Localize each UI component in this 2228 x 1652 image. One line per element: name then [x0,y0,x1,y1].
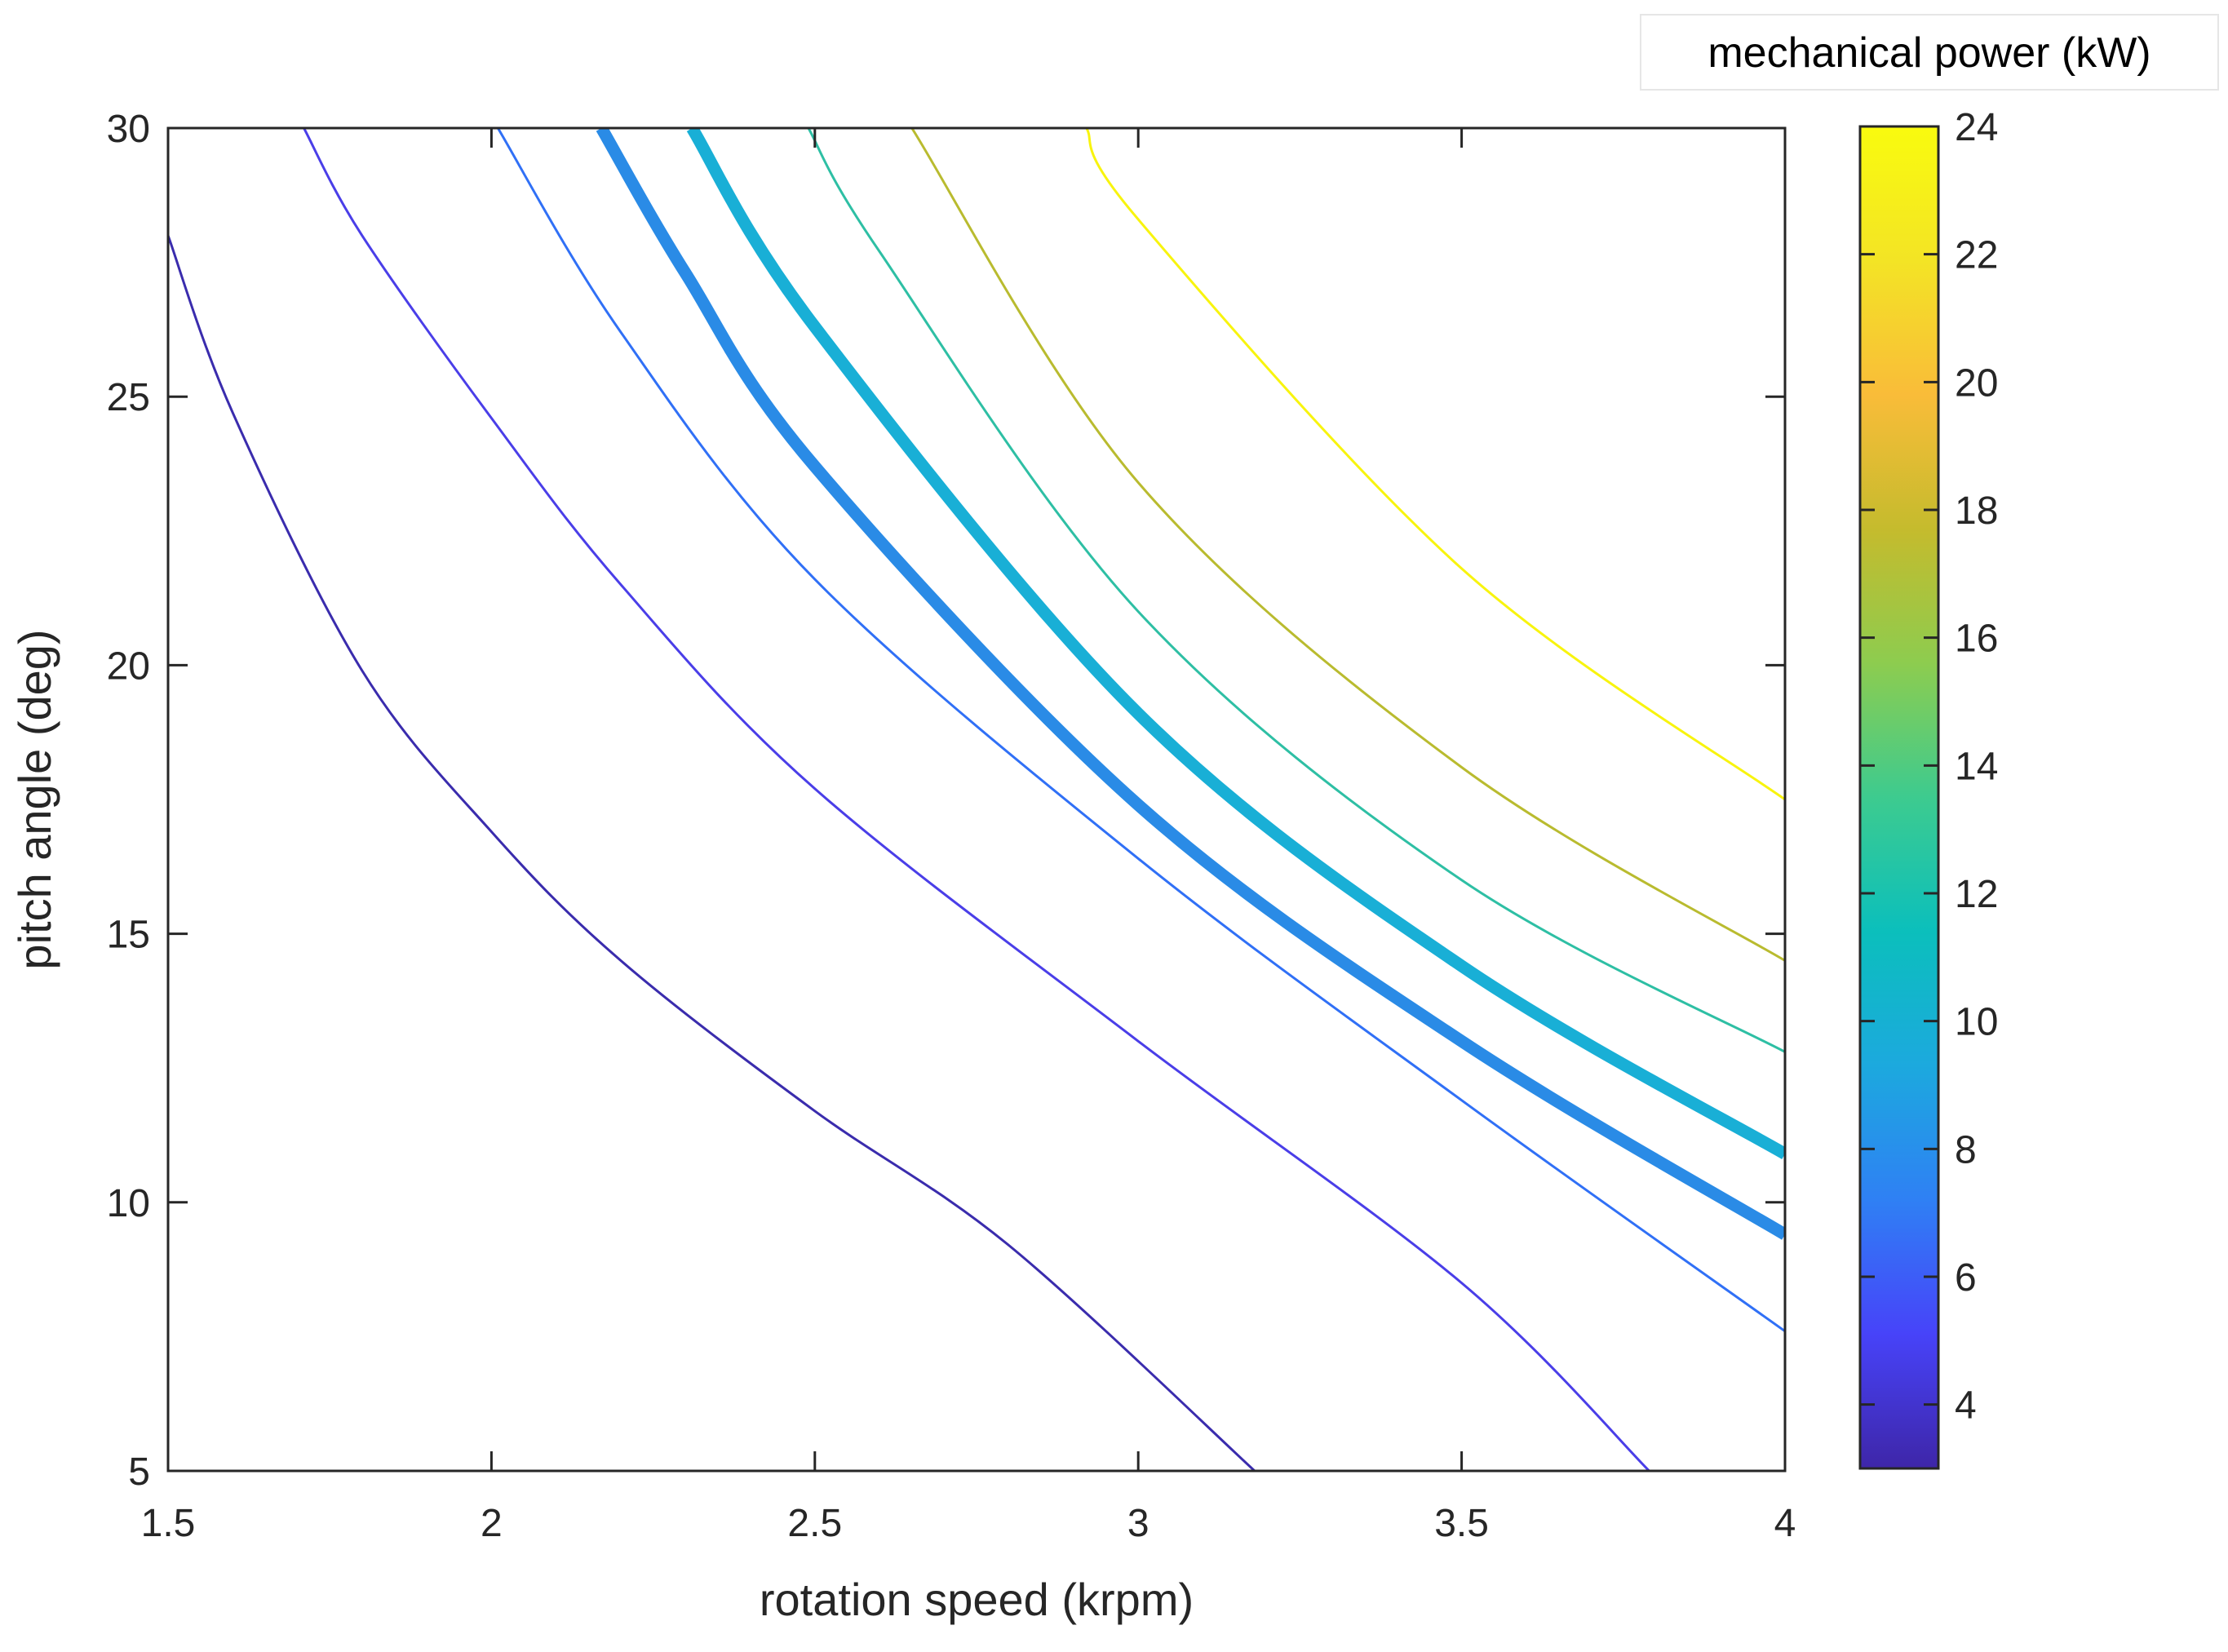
colorbar-tick-label: 22 [1955,234,1998,277]
contour-line-8kw [497,128,1785,1333]
plot-frame [166,126,1787,1473]
y-tick-label: 15 [107,914,150,957]
colorbar-tick-label: 12 [1955,873,1998,916]
y-axis: 5 10 15 20 25 30 [107,108,1785,1494]
contour-line-14kw [807,128,1785,1053]
contour-line-12kw [686,128,1785,1159]
y-tick-label: 25 [107,376,150,419]
colorbar-title: mechanical power (kW) [1708,29,2150,77]
y-tick-label: 5 [128,1450,150,1494]
x-tick-label: 3 [1127,1502,1149,1545]
x-tick-label: 2 [481,1502,503,1545]
contour-lines [168,128,1785,1471]
contour-line-18kw [910,128,1785,962]
colorbar-tick-label: 16 [1955,618,1998,661]
colorbar-tick-label: 6 [1955,1256,1977,1300]
x-tick-label: 2.5 [787,1502,842,1545]
colorbar-tick-label: 8 [1955,1128,1977,1171]
contour-line-6kw [303,128,1650,1471]
colorbar-tick-label: 20 [1955,361,1998,405]
y-axis-label: pitch angle (deg) [9,629,60,969]
y-tick-label: 20 [107,644,150,688]
y-tick-label: 30 [107,108,150,151]
contour-line-10kw [596,128,1785,1240]
x-tick-label: 4 [1774,1502,1796,1545]
colorbar-tick-label: 4 [1955,1384,1977,1428]
contour-line-24kw [1085,128,1785,801]
colorbar-tick-label: 18 [1955,489,1998,533]
x-tick-label: 1.5 [141,1502,196,1545]
x-axis-label: rotation speed (krpm) [760,1574,1194,1625]
x-axis: 1.5 2 2.5 3 3.5 4 [141,128,1796,1545]
plot-area [168,128,1785,1471]
colorbar-title-box [1640,14,2219,91]
colorbar [1858,125,1940,1470]
y-tick-label: 10 [107,1182,150,1225]
colorbar-tick-label: 24 [1955,106,1998,149]
colorbar-ticks: 4 6 8 10 12 14 16 18 20 22 24 [1860,106,1998,1428]
contour-line-4kw [168,235,1256,1471]
colorbar-tick-label: 10 [1955,1001,1998,1044]
x-tick-label: 3.5 [1434,1502,1489,1545]
colorbar-tick-label: 14 [1955,745,1998,788]
